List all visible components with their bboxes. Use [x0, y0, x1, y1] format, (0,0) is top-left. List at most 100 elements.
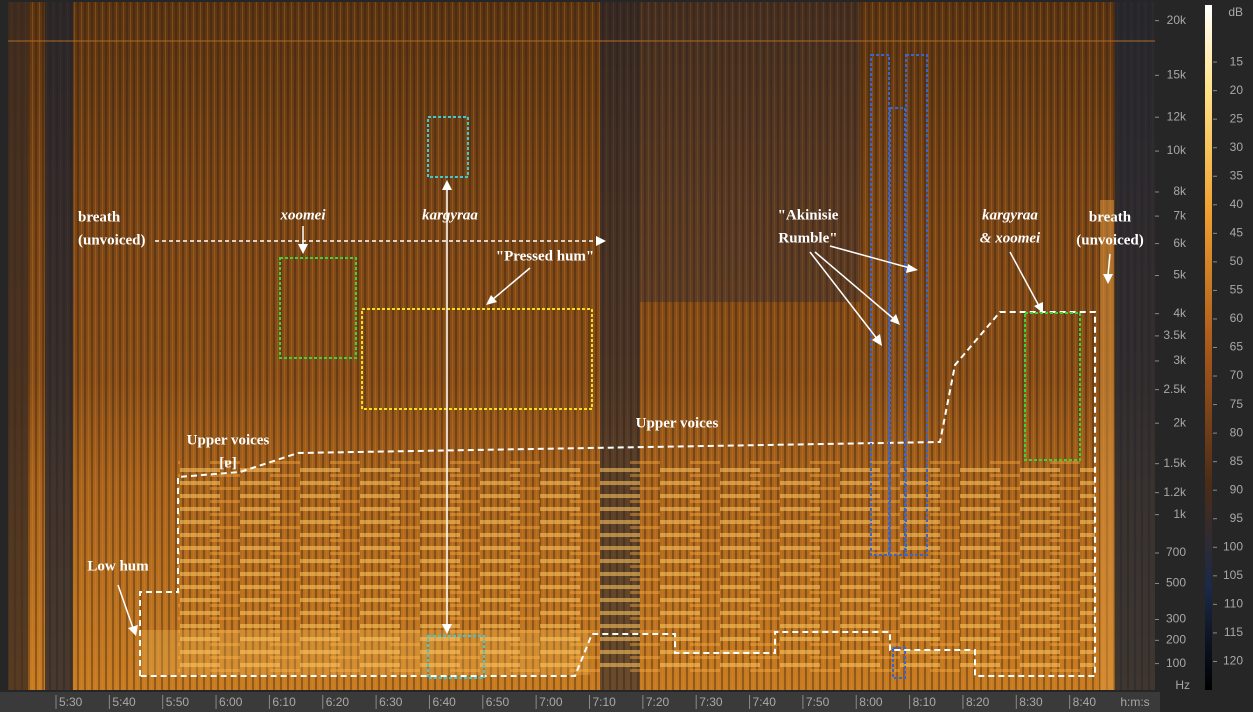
x-tick-label: 6:10	[272, 695, 296, 709]
annotation: kargyraa	[422, 207, 478, 223]
colorbar-tick-label: 15	[1230, 54, 1244, 68]
colorbar-tick-label: 20	[1230, 83, 1244, 97]
y-tick-label: 15k	[1167, 67, 1187, 81]
rumble-box	[905, 54, 928, 556]
arrowhead	[906, 264, 918, 273]
x-tick-label: 8:10	[913, 695, 937, 709]
x-tick-label: 6:50	[486, 695, 510, 709]
x-tick-label: 6:40	[432, 695, 456, 709]
y-tick-label: 500	[1166, 576, 1186, 590]
y-tick-label: 6k	[1173, 236, 1187, 250]
kargyraa-box	[427, 116, 469, 178]
colorbar-label: dB	[1228, 5, 1243, 19]
rumble-box	[889, 107, 906, 556]
colorbar-tick-label: 115	[1224, 625, 1243, 639]
axes: 5:30 5:40 5:50 6:00 6:10 6:20 6:30 6:40 6:50 7:00…	[55, 5, 1244, 709]
colorbar-tick-label: 55	[1230, 283, 1244, 297]
annotation: (unvoiced)	[1076, 232, 1144, 248]
rumble-box	[892, 647, 906, 679]
y-tick-label: 700	[1166, 545, 1186, 559]
time-axis-bar	[0, 692, 1160, 712]
quiet-band	[1115, 2, 1155, 690]
colorbar-tick-label: 90	[1230, 482, 1244, 496]
colorbar-tick-label: 65	[1230, 340, 1244, 354]
arrow	[829, 245, 911, 269]
arrow	[814, 251, 896, 321]
line-artifact	[8, 40, 1155, 42]
colorbar-tick-label: 105	[1223, 568, 1243, 582]
arrowhead	[890, 314, 900, 325]
x-axis-label: h:m:s	[1120, 695, 1149, 709]
x-tick-label: 7:10	[593, 695, 617, 709]
quiet-band	[640, 2, 860, 302]
y-tick-label: 1k	[1173, 507, 1187, 521]
annotation: Upper voices	[187, 432, 270, 448]
arrow	[491, 267, 531, 301]
annotation-arrows	[117, 180, 1113, 636]
arrow	[117, 584, 134, 629]
y-tick-label: 12k	[1167, 109, 1187, 123]
annotation: & xoomei	[980, 230, 1041, 246]
colorbar	[1205, 5, 1212, 690]
breath-band	[1100, 200, 1114, 690]
annotation: Low hum	[87, 558, 149, 574]
harmonics	[178, 460, 1095, 675]
arrowhead	[442, 624, 452, 634]
arrowhead	[128, 625, 138, 636]
arrowhead	[1034, 302, 1043, 313]
colorbar-tick-label: 85	[1230, 454, 1244, 468]
colorbar-tick-label: 50	[1230, 254, 1244, 268]
colorbar-tick-label: 75	[1230, 397, 1244, 411]
arrow	[1107, 253, 1111, 276]
colorbar-tick-label: 100	[1223, 539, 1243, 553]
colorbar-tick-label: 95	[1230, 511, 1244, 525]
x-tick-label: 5:50	[166, 695, 190, 709]
colorbar-tick-label: 110	[1224, 597, 1243, 611]
y-tick-label: 3k	[1173, 353, 1187, 367]
y-tick-label: 20k	[1167, 13, 1187, 27]
colorbar-tick-label: 40	[1230, 197, 1244, 211]
x-tick-label: 8:20	[966, 695, 990, 709]
spectrogram-image	[8, 2, 1155, 690]
pressed-hum-box	[361, 308, 593, 410]
colorbar-tick-label: 70	[1230, 368, 1244, 382]
arrowhead	[872, 334, 882, 346]
y-tick-label: 1.5k	[1163, 456, 1187, 470]
annotation: Upper voices	[636, 415, 719, 431]
annotation-shapes	[139, 54, 1096, 679]
x-tick-label: 8:00	[859, 695, 883, 709]
arrow	[809, 251, 879, 341]
y-axis-label: Hz	[1175, 678, 1190, 692]
y-tick-label: 7k	[1173, 208, 1187, 222]
x-tick-label: 8:40	[1073, 695, 1097, 709]
x-tick-label: 7:40	[753, 695, 777, 709]
colorbar-tick-label: 35	[1230, 168, 1244, 182]
arrowhead	[298, 244, 308, 254]
x-tick-label: 7:00	[539, 695, 563, 709]
kargyraa-xoomei-box	[1024, 312, 1081, 461]
x-tick-label: 7:20	[646, 695, 670, 709]
y-tick-label: 2.5k	[1163, 382, 1187, 396]
y-tick-label: 10k	[1167, 143, 1187, 157]
annotation: breath	[1089, 209, 1132, 225]
x-tick-label: 8:30	[1019, 695, 1043, 709]
y-tick-label: 4k	[1173, 306, 1187, 320]
x-tick-label: 5:40	[112, 695, 136, 709]
y-tick-label: 200	[1166, 633, 1186, 647]
annotation: (unvoiced)	[78, 232, 146, 248]
arrowhead	[596, 236, 606, 246]
colorbar-tick-label: 60	[1230, 311, 1244, 325]
y-tick-label: 100	[1166, 656, 1186, 670]
annotation: [ɐ]	[219, 455, 237, 471]
colorbar-tick-label: 25	[1230, 111, 1244, 125]
y-tick-label: 300	[1166, 612, 1186, 626]
y-tick-label: 8k	[1173, 184, 1187, 198]
annotation: kargyraa	[982, 207, 1038, 223]
x-tick-label: 6:00	[219, 695, 243, 709]
quiet-band	[45, 2, 73, 690]
arrow	[1009, 251, 1040, 307]
annotation: "Pressed hum"	[496, 248, 594, 264]
annotation: xoomei	[280, 207, 327, 223]
